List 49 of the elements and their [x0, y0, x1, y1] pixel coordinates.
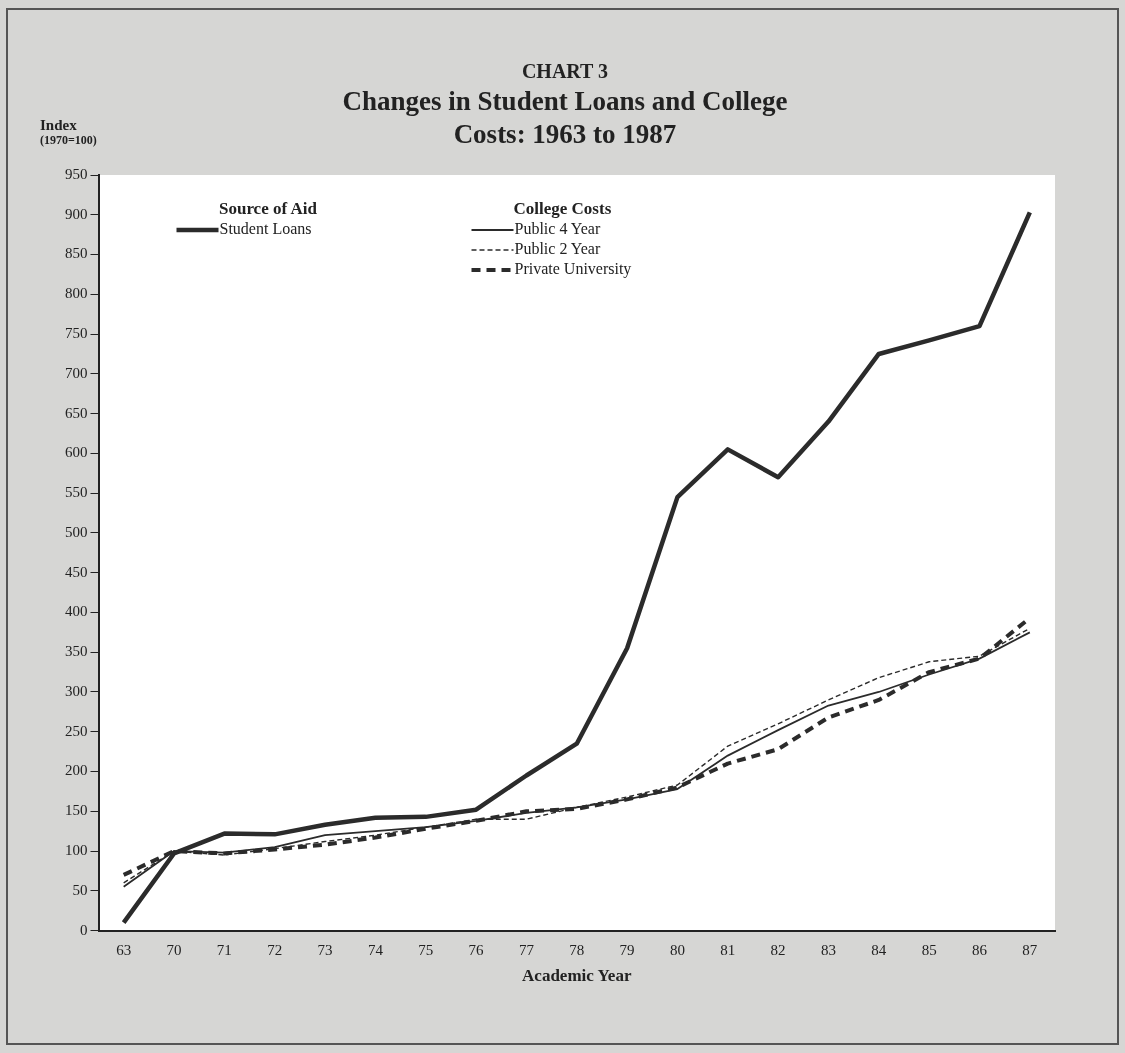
y-tick-label: 400 [65, 603, 88, 620]
annotation: Source of Aid [218, 199, 318, 219]
x-tick-label: 71 [216, 941, 232, 958]
y-tick-label: 150 [65, 802, 88, 819]
y-axis-title: Index (1970=100) [40, 117, 98, 147]
legend-label: Public 4 Year [514, 220, 601, 238]
x-tick-label: 70 [166, 941, 182, 958]
y-tick-label: 450 [65, 563, 88, 580]
annotation: College Costs [513, 199, 612, 219]
chart-title: CHART 3 [520, 60, 610, 83]
x-tick-label: 73 [317, 941, 333, 958]
legend-label: Private University [514, 260, 632, 279]
y-tick-label: 850 [65, 245, 88, 262]
y-tick-label: 550 [65, 484, 88, 501]
x-tick-label: 82 [770, 941, 786, 958]
x-tick-label: 85 [921, 941, 937, 958]
y-tick-label: 800 [65, 285, 88, 302]
x-tick-label: 72 [267, 941, 283, 958]
y-tick-label: 900 [65, 205, 88, 222]
y-tick-label: 750 [65, 325, 88, 342]
x-axis-title: Academic Year [522, 966, 632, 986]
y-tick-label: 200 [65, 762, 88, 779]
y-tick-label: 100 [65, 842, 88, 858]
x-tick-label: 80 [669, 941, 685, 958]
y-tick-label: 500 [65, 523, 88, 540]
x-tick-label: 75 [418, 941, 434, 958]
x-tick-label: 87 [1022, 941, 1038, 958]
y-tick-label: 250 [65, 722, 88, 739]
x-tick-label: 83 [820, 941, 836, 958]
y-tick-label: 300 [65, 682, 88, 699]
x-tick-label: 78 [569, 941, 585, 958]
legend-label: Public 2 Year [514, 240, 601, 258]
x-tick-label: 81 [720, 941, 736, 958]
y-tick-label: 0 [80, 921, 88, 938]
y-tick-label: 600 [65, 444, 88, 461]
legend-label: Student Loans [219, 220, 312, 238]
x-tick-label: 79 [619, 941, 635, 958]
y-tick-label: 950 [65, 165, 88, 182]
x-tick-label: 77 [518, 941, 535, 958]
x-tick-label: 86 [971, 941, 988, 958]
chart-subtitle: Changes in Student Loans and College Costs: 1963 to 1987 [341, 85, 789, 151]
y-tick-label: 350 [65, 643, 88, 660]
x-tick-label: 74 [367, 941, 384, 958]
x-tick-label: 84 [871, 941, 887, 958]
y-tick-label: 50 [72, 881, 88, 898]
y-tick-label: 650 [65, 404, 88, 421]
x-tick-label: 76 [468, 941, 485, 958]
y-tick-label: 700 [65, 364, 88, 381]
x-tick-label: 63 [116, 941, 132, 958]
